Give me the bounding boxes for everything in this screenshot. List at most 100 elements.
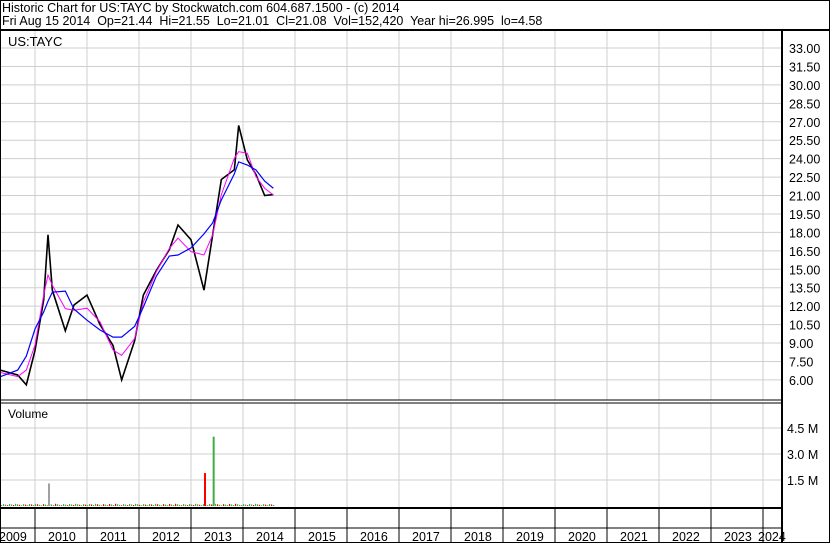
year-label: 2018 [464,530,492,543]
volume-bar [185,504,187,506]
volume-bar [48,483,50,506]
price-tick-label: 27.00 [789,116,820,130]
volume-bar [67,505,69,506]
volume-bar [81,505,83,506]
volume-bar [53,504,55,506]
volume-bar [165,504,167,506]
volume-bar [209,503,211,506]
volume-bar [113,504,115,506]
volume-bar [119,504,121,506]
volume-bar [147,505,149,506]
price-tick-label: 15.00 [789,263,820,277]
volume-bar [23,504,25,506]
volume-bar [197,504,199,506]
volume-bar [143,504,145,506]
volume-bar [247,505,249,506]
chart-title: Historic Chart for US:TAYC by Stockwatch… [2,1,400,15]
volume-bar [169,503,171,506]
volume-bar [145,504,147,506]
volume-bar [163,504,165,506]
volume-bar [131,504,133,506]
volume-bar [151,504,153,506]
price-tick-label: 12.00 [789,300,820,314]
volume-bar [107,505,109,506]
volume-bar [159,504,161,506]
price-tick-label: 13.50 [789,282,820,296]
volume-bar [7,505,9,506]
year-label: 2013 [204,530,232,543]
price-tick-label: 21.00 [789,190,820,204]
price-tick-label: 19.50 [789,208,820,222]
volume-bar [149,503,151,506]
volume-bar [199,504,201,506]
volume-bar [127,505,129,506]
volume-bar [89,503,91,506]
volume-bar [135,503,137,506]
volume-bar [219,504,221,506]
volume-bar [97,504,99,506]
volume-tick-label: 3.0 M [787,448,818,462]
volume-bar [109,503,111,506]
volume-bar [167,505,169,506]
volume-bar [1,505,3,506]
price-tick-label: 24.00 [789,153,820,167]
price-tick-label: 7.50 [789,355,813,369]
price-tick-label: 6.00 [789,374,813,388]
volume-bar [243,504,245,506]
volume-bar [241,505,243,506]
volume-bar [43,504,45,506]
year-label: 2020 [568,530,596,543]
volume-bar [61,505,63,506]
price-tick-label: 25.50 [789,134,820,148]
volume-bar [75,503,77,506]
volume-bar [195,503,197,506]
volume-bar [71,504,73,506]
year-label: 2017 [412,530,440,543]
volume-bar [259,504,261,506]
volume-bar [181,505,183,506]
volume-bar [123,504,125,506]
volume-bar [191,504,193,506]
price-tick-label: 18.00 [789,226,820,240]
volume-bar [37,504,39,506]
volume-bar [83,504,85,506]
year-label: 2010 [48,530,76,543]
volume-bar [175,503,177,506]
volume-bar [211,504,213,506]
volume-bar [93,504,95,506]
volume-bar [35,503,37,506]
volume-bar [269,503,271,506]
volume-bar [239,504,241,506]
year-label: 2012 [152,530,180,543]
volume-bar [85,504,87,506]
volume-bar [5,504,7,506]
year-label: 2024 [758,530,786,543]
price-tick-label: 10.50 [789,319,820,333]
volume-bar [245,504,247,506]
year-label: 2016 [360,530,388,543]
volume-tick-label: 1.5 M [787,474,818,488]
volume-bar [91,504,93,506]
volume-bar [87,505,89,506]
volume-bar [45,504,47,506]
volume-bar [187,505,189,506]
volume-bar [153,504,155,506]
volume-bar [255,503,257,506]
volume-bar [179,504,181,506]
volume-bar [41,505,43,506]
volume-bar [101,505,103,506]
volume-bar [9,503,11,506]
volume-bar [39,504,41,506]
price-tick-label: 9.00 [789,337,813,351]
year-label: 2023 [724,530,752,543]
price-tick-label: 22.50 [789,171,820,185]
volume-bar [223,504,225,506]
volume-bar [177,504,179,506]
volume-bar [263,504,265,506]
price-tick-label: 16.50 [789,245,820,259]
volume-bar [161,505,163,506]
volume-bar [19,504,21,506]
year-label: 2009 [0,530,27,543]
